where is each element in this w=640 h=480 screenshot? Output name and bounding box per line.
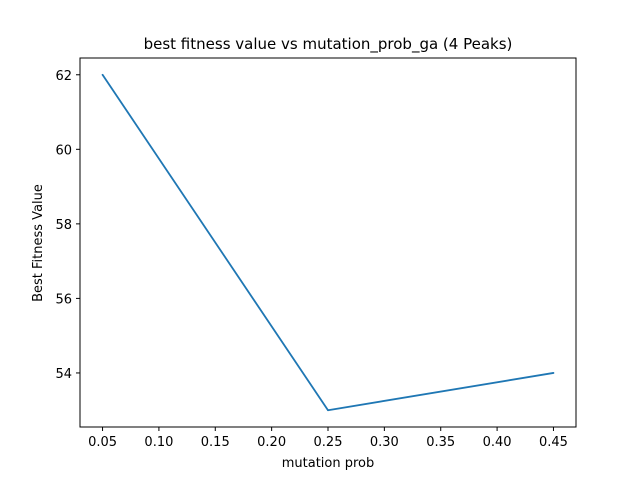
x-tick-label: 0.15 — [201, 435, 230, 450]
x-tick-label: 0.45 — [539, 435, 568, 450]
y-tick-label: 62 — [55, 69, 72, 84]
axis-ticks: 0.05 0.10 0.15 0.20 0.25 0.30 0.35 0.40 0.45 54 56… — [55, 69, 567, 450]
y-axis-label: Best Fitness Value — [31, 184, 46, 302]
data-point — [552, 372, 555, 374]
data-point — [327, 409, 329, 412]
x-tick-label: 0.30 — [370, 435, 399, 450]
plot-area — [79, 57, 577, 428]
x-tick-label: 0.05 — [88, 435, 117, 450]
y-tick-label: 58 — [55, 218, 72, 233]
x-tick-label: 0.25 — [314, 435, 343, 450]
y-tick-label: 54 — [55, 367, 72, 382]
x-tick-label: 0.40 — [483, 435, 512, 450]
y-tick-label: 56 — [55, 292, 72, 307]
x-tick-label: 0.35 — [426, 435, 455, 450]
y-tick-label: 60 — [55, 143, 72, 158]
plot-frame — [79, 57, 577, 428]
x-axis-label: mutation prob — [282, 456, 375, 471]
x-tick-label: 0.20 — [257, 435, 286, 450]
x-tick-label: 0.10 — [144, 435, 173, 450]
data-point — [101, 73, 104, 76]
chart-title: best fitness value vs mutation_prob_ga (… — [144, 35, 513, 54]
series-line-0 — [101, 74, 554, 412]
